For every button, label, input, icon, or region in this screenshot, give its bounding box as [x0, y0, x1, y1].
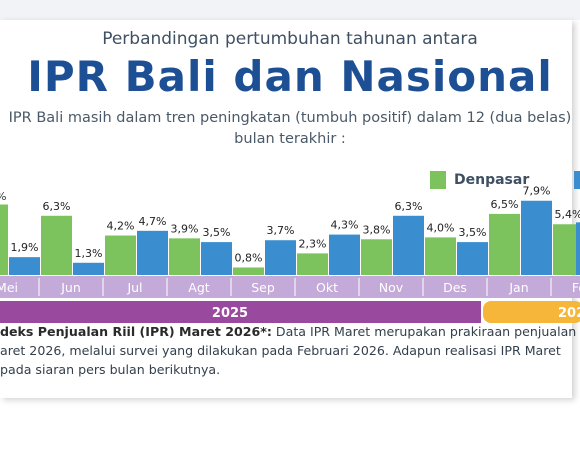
- bar-label-bali-nov: 3,8%: [363, 223, 391, 236]
- month-label-mei: Mei: [0, 280, 18, 295]
- year-band-2025: [0, 301, 481, 323]
- legend-swatch-denpasar: [430, 171, 446, 189]
- bar-label-nasional-jul: 4,7%: [139, 215, 167, 228]
- month-band: [0, 276, 580, 298]
- bar-label-nasional-nov: 6,3%: [395, 200, 423, 213]
- bar-label-nasional-sep: 3,7%: [267, 224, 295, 237]
- month-label-des: Des: [443, 280, 467, 295]
- month-label-jun: Jun: [60, 280, 81, 295]
- bar-bali-agt: [169, 238, 200, 275]
- footnote-line-2: aret 2026, melalui survei yang dilakukan…: [0, 343, 561, 358]
- bar-nasional-okt: [329, 234, 360, 275]
- footnote-text-1: Data IPR Maret merupakan prakiraan penju…: [271, 324, 577, 339]
- bar-label-nasional-okt: 4,3%: [331, 219, 359, 232]
- footnote-bold: deks Penjualan Riil (IPR) Maret 2026*:: [0, 324, 272, 339]
- bar-nasional-agt: [201, 242, 232, 275]
- year-label-2025: 2025: [212, 306, 248, 321]
- month-label-agt: Agt: [188, 280, 209, 295]
- year-band-2026: [483, 301, 580, 323]
- bar-bali-sep: [233, 267, 264, 275]
- description: IPR Bali masih dalam tren peningkatan (t…: [0, 108, 580, 150]
- bar-label-nasional-des: 3,5%: [459, 226, 487, 239]
- partial-bar-label: %: [0, 190, 6, 203]
- bar-bali-jan: [489, 213, 520, 275]
- year-label-2026: 2026: [558, 306, 580, 321]
- bar-label-nasional-mei: 1,9%: [11, 241, 39, 254]
- month-label-feb: Feb: [572, 280, 580, 295]
- bar-bali-feb: [553, 224, 580, 275]
- month-label-nov: Nov: [379, 280, 404, 295]
- bar-bali-partial: [0, 204, 8, 275]
- month-label-okt: Okt: [316, 280, 338, 295]
- bar-label-bali-sep: 0,8%: [235, 251, 263, 264]
- bar-label-bali-jul: 4,2%: [107, 220, 135, 233]
- bar-label-nasional-jun: 1,3%: [75, 247, 103, 260]
- bar-bali-jul: [105, 235, 136, 275]
- bar-label-nasional-agt: 3,5%: [203, 226, 231, 239]
- bar-label-bali-feb: 5,4%: [555, 208, 580, 221]
- description-line-1: IPR Bali masih dalam tren peningkatan (t…: [8, 110, 572, 126]
- bar-bali-des: [425, 237, 456, 275]
- footnote-line-1: deks Penjualan Riil (IPR) Maret 2026*: D…: [0, 322, 576, 341]
- footnote-line-3: pada siaran pers bulan berikutnya.: [0, 362, 221, 377]
- bar-nasional-mei: [9, 257, 40, 275]
- bar-label-bali-des: 4,0%: [427, 221, 455, 234]
- bar-bali-okt: [297, 253, 328, 275]
- bar-nasional-des: [457, 242, 488, 275]
- bar-bali-nov: [361, 239, 392, 275]
- bar-nasional-jul: [137, 230, 168, 275]
- month-label-sep: Sep: [251, 280, 275, 295]
- bar-label-bali-okt: 2,3%: [299, 237, 327, 250]
- month-label-jan: Jan: [508, 280, 528, 295]
- bar-nasional-sep: [265, 240, 296, 275]
- bar-label-nasional-jan: 7,9%: [523, 185, 551, 198]
- bar-nasional-feb-partial: [576, 222, 580, 275]
- legend-swatch-nasional: [574, 171, 580, 189]
- month-label-jul: Jul: [126, 280, 142, 295]
- infographic-card: [0, 20, 572, 398]
- bar-bali-jun: [41, 215, 72, 275]
- bar-label-bali-jan: 6,5%: [491, 198, 519, 211]
- description-line-2: bulan terakhir :: [234, 131, 346, 147]
- bar-nasional-nov: [393, 215, 424, 275]
- bar-nasional-jan: [521, 200, 552, 275]
- subtitle: Perbandingan pertumbuhan tahunan antara: [102, 29, 478, 49]
- bar-label-bali-jun: 6,3%: [43, 200, 71, 213]
- legend-label-denpasar: Denpasar: [454, 172, 530, 188]
- page-title: IPR Bali dan Nasional: [27, 52, 553, 101]
- bar-label-bali-agt: 3,9%: [171, 222, 199, 235]
- top-background-strip: [0, 0, 580, 20]
- bar-nasional-jun: [73, 262, 104, 275]
- bar-chart: % 1,9% Mei 6,3% 1,3% Jun 4,2% 4,7% Jul 3,9% 3,5% Ag…: [0, 185, 580, 323]
